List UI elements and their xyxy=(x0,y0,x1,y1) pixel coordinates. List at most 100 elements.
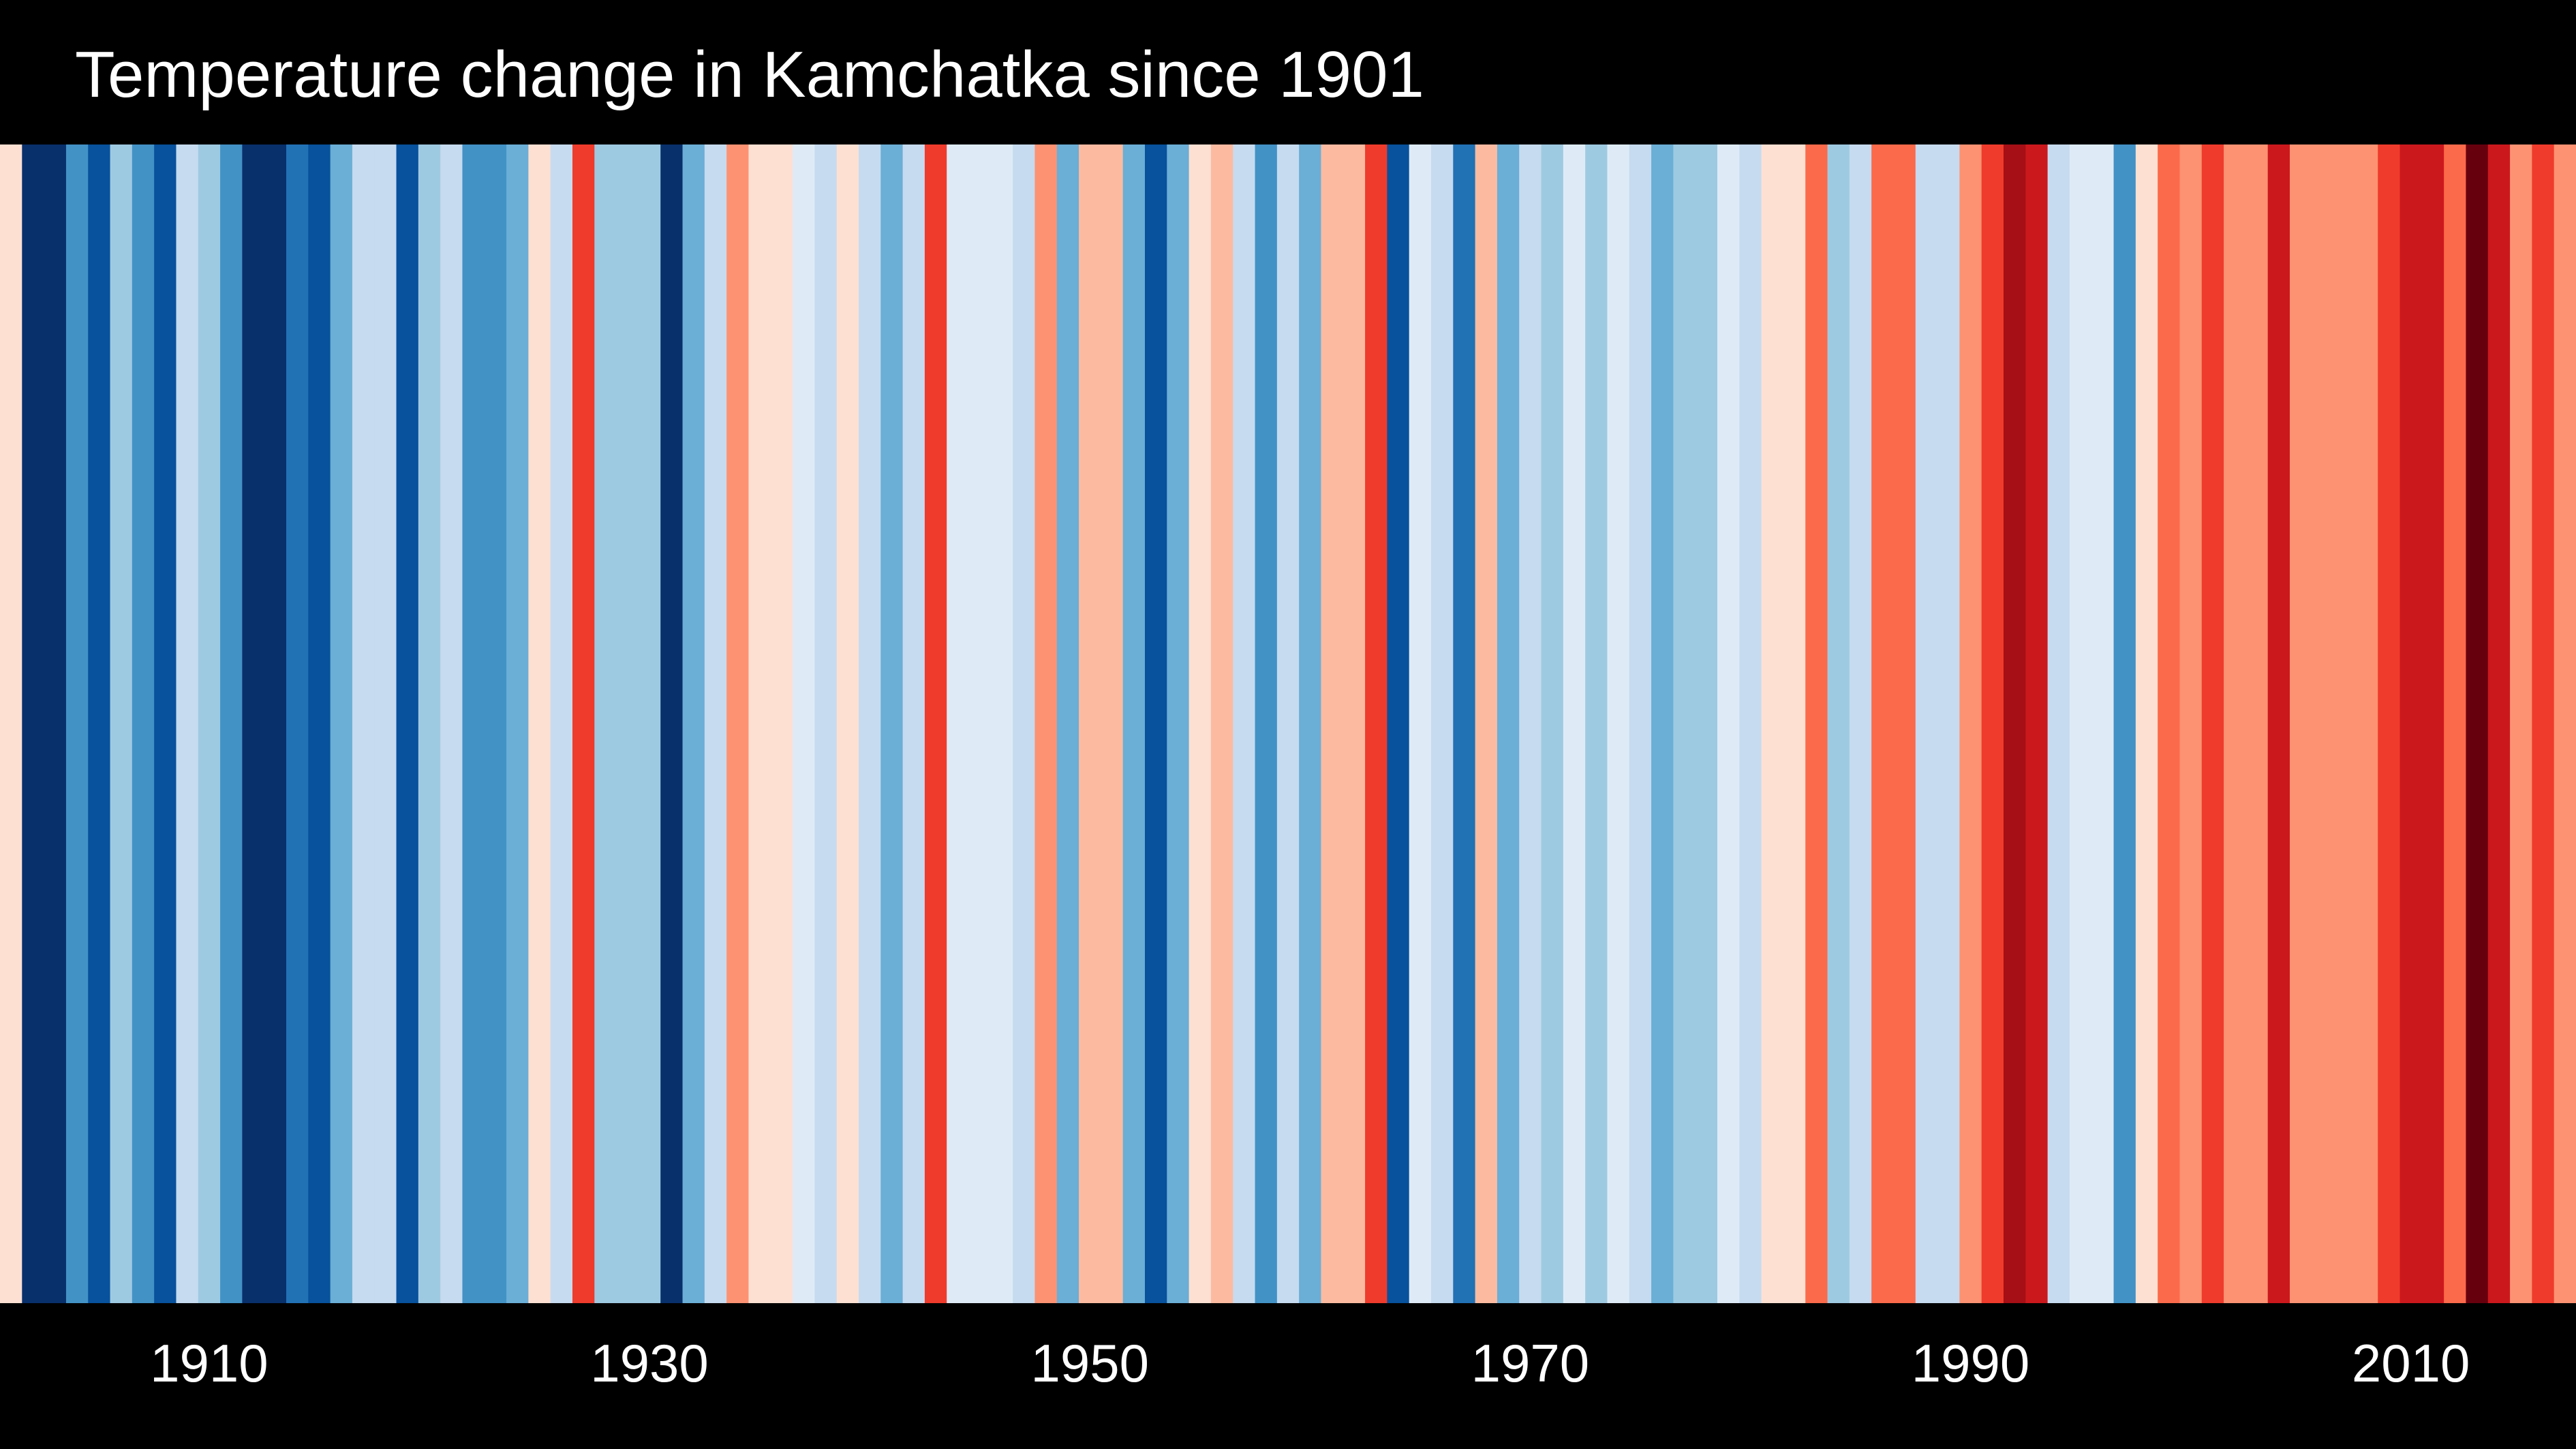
stripe-1947 xyxy=(1013,144,1036,1303)
stripe-1956 xyxy=(1210,144,1233,1303)
stripe-1908 xyxy=(154,144,177,1303)
stripe-1985 xyxy=(1849,144,1872,1303)
stripe-2010 xyxy=(2399,144,2423,1303)
stripe-1909 xyxy=(176,144,199,1303)
stripe-1961 xyxy=(1321,144,1344,1303)
stripe-1931 xyxy=(660,144,684,1303)
stripe-1995 xyxy=(2069,144,2092,1303)
x-tick-label: 1910 xyxy=(150,1333,269,1393)
stripe-1945 xyxy=(968,144,992,1303)
stripe-1964 xyxy=(1387,144,1410,1303)
stripe-1919 xyxy=(396,144,419,1303)
stripe-1996 xyxy=(2091,144,2115,1303)
stripe-1918 xyxy=(374,144,397,1303)
stripe-1944 xyxy=(947,144,970,1303)
stripe-1970 xyxy=(1519,144,1542,1303)
stripe-1943 xyxy=(924,144,947,1303)
x-tick-label: 2010 xyxy=(2352,1333,2470,1393)
stripe-1994 xyxy=(2047,144,2070,1303)
stripe-2011 xyxy=(2421,144,2444,1303)
stripe-1936 xyxy=(770,144,793,1303)
stripe-1978 xyxy=(1695,144,1718,1303)
stripe-1915 xyxy=(308,144,331,1303)
stripe-1975 xyxy=(1629,144,1652,1303)
stripe-1993 xyxy=(2025,144,2049,1303)
stripe-1926 xyxy=(550,144,573,1303)
stripe-1913 xyxy=(264,144,287,1303)
stripe-1905 xyxy=(88,144,111,1303)
stripe-2016 xyxy=(2532,144,2555,1303)
x-tick-label: 1990 xyxy=(1912,1333,2030,1393)
stripe-1932 xyxy=(682,144,705,1303)
stripe-1903 xyxy=(44,144,67,1303)
stripe-1929 xyxy=(616,144,639,1303)
stripe-1969 xyxy=(1497,144,1520,1303)
chart-title: Temperature change in Kamchatka since 19… xyxy=(75,38,1424,111)
stripe-1934 xyxy=(726,144,750,1303)
stripe-1977 xyxy=(1673,144,1696,1303)
stripe-1957 xyxy=(1233,144,1256,1303)
stripe-1983 xyxy=(1805,144,1828,1303)
stripe-2007 xyxy=(2333,144,2357,1303)
stripe-1953 xyxy=(1145,144,1167,1303)
stripe-2004 xyxy=(2267,144,2290,1303)
stripe-1974 xyxy=(1607,144,1630,1303)
stripe-1952 xyxy=(1122,144,1146,1303)
stripe-1986 xyxy=(1871,144,1895,1303)
stripe-1949 xyxy=(1056,144,1079,1303)
stripe-2000 xyxy=(2179,144,2203,1303)
stripe-2006 xyxy=(2312,144,2335,1303)
stripe-1990 xyxy=(1959,144,1982,1303)
stripe-1928 xyxy=(594,144,617,1303)
stripe-1940 xyxy=(859,144,881,1303)
stripe-2013 xyxy=(2466,144,2489,1303)
stripe-1920 xyxy=(418,144,441,1303)
stripe-1941 xyxy=(880,144,904,1303)
stripe-1976 xyxy=(1651,144,1674,1303)
stripe-1917 xyxy=(352,144,375,1303)
stripe-2012 xyxy=(2444,144,2467,1303)
stripe-1963 xyxy=(1365,144,1387,1303)
x-tick-label: 1930 xyxy=(590,1333,709,1393)
stripe-1935 xyxy=(748,144,771,1303)
stripe-2003 xyxy=(2245,144,2269,1303)
stripe-1950 xyxy=(1079,144,1101,1303)
stripes-group xyxy=(0,144,2576,1303)
stripe-1997 xyxy=(2113,144,2136,1303)
stripe-1912 xyxy=(242,144,265,1303)
stripe-1933 xyxy=(704,144,727,1303)
stripe-1965 xyxy=(1409,144,1432,1303)
stripe-1971 xyxy=(1541,144,1564,1303)
stripe-1999 xyxy=(2158,144,2181,1303)
stripe-1962 xyxy=(1343,144,1366,1303)
stripe-1991 xyxy=(1981,144,2004,1303)
stripe-1968 xyxy=(1475,144,1498,1303)
stripe-1948 xyxy=(1034,144,1058,1303)
stripe-2005 xyxy=(2290,144,2312,1303)
stripe-2014 xyxy=(2487,144,2511,1303)
stripe-1922 xyxy=(462,144,485,1303)
stripe-1981 xyxy=(1761,144,1784,1303)
stripe-1955 xyxy=(1189,144,1212,1303)
stripe-1951 xyxy=(1101,144,1124,1303)
stripe-1966 xyxy=(1431,144,1454,1303)
x-tick-label: 1950 xyxy=(1030,1333,1149,1393)
stripe-1924 xyxy=(506,144,529,1303)
x-tick-label: 1970 xyxy=(1471,1333,1590,1393)
stripe-1967 xyxy=(1453,144,1476,1303)
stripe-1901 xyxy=(0,144,22,1303)
stripe-2002 xyxy=(2224,144,2246,1303)
stripe-1998 xyxy=(2135,144,2158,1303)
stripe-1959 xyxy=(1276,144,1300,1303)
stripe-2017 xyxy=(2554,144,2576,1303)
stripe-1988 xyxy=(1915,144,1938,1303)
stripe-1937 xyxy=(793,144,815,1303)
stripe-1911 xyxy=(220,144,243,1303)
stripe-1987 xyxy=(1893,144,1916,1303)
stripe-1989 xyxy=(1937,144,1960,1303)
stripe-2009 xyxy=(2378,144,2401,1303)
stripe-1958 xyxy=(1255,144,1278,1303)
stripe-1925 xyxy=(528,144,551,1303)
stripe-2001 xyxy=(2201,144,2224,1303)
